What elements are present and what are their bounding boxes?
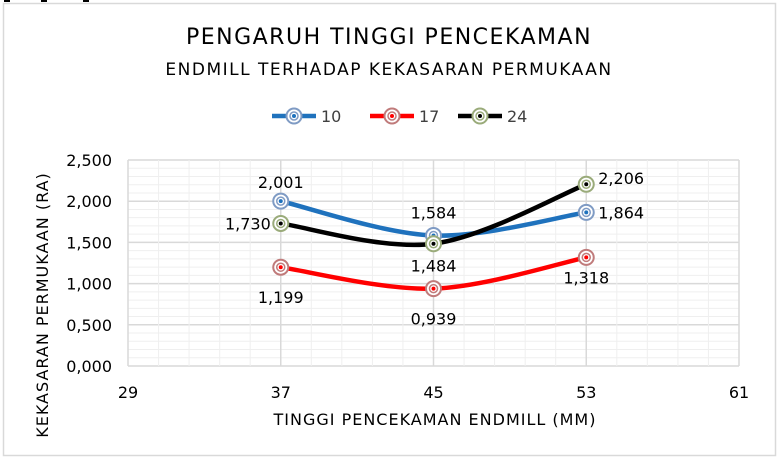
x-tick-label: 29 [118, 383, 138, 402]
series-24 [272, 175, 595, 253]
chart-title: PENGARUH TINGGI PENCEKAMAN [186, 25, 592, 50]
artifact-mark [4, 0, 10, 2]
x-axis-ticks: 29 37 45 53 61 [118, 383, 749, 402]
y-axis-ticks: 0,000 0,500 1,000 1,500 2,000 2,500 [66, 151, 112, 376]
y-axis-title: KEKASARAN PERMUKAAN (RA) [33, 172, 52, 438]
data-labels: 2,001 1,584 1,864 1,199 0,939 1,318 1,730 1,484… [225, 169, 644, 328]
x-tick-label: 37 [271, 383, 291, 402]
data-label: 1,730 [225, 214, 271, 233]
data-point-marker [425, 280, 442, 298]
data-label: 1,584 [411, 203, 457, 222]
legend: 10 17 24 [272, 107, 527, 126]
data-label: 1,484 [411, 257, 457, 276]
legend-label: 24 [507, 107, 527, 126]
y-tick-label: 1,500 [66, 233, 112, 252]
legend-label: 17 [419, 107, 439, 126]
data-point-marker [471, 107, 489, 125]
data-label: 2,206 [598, 169, 644, 188]
legend-item-10: 10 [272, 107, 341, 126]
chart-subtitle: ENDMILL TERHADAP KEKASARAN PERMUKAAN [165, 60, 612, 80]
x-axis-title: TINGGI PENCEKAMAN ENDMILL (MM) [273, 410, 597, 429]
data-label: 1,864 [598, 203, 644, 222]
data-point-marker [383, 107, 401, 125]
x-tick-label: 61 [729, 383, 749, 402]
legend-item-17: 17 [370, 107, 439, 126]
data-point-marker [577, 248, 595, 266]
x-tick-label: 53 [576, 383, 596, 402]
artifact-mark [83, 0, 89, 2]
data-point-marker [285, 107, 303, 125]
artifact-mark [41, 0, 47, 2]
data-label: 1,199 [258, 288, 304, 307]
series-17 [272, 248, 595, 298]
data-point-marker [272, 214, 290, 232]
data-point-marker [577, 175, 595, 193]
y-tick-label: 1,000 [66, 275, 112, 294]
legend-item-24: 24 [458, 107, 527, 126]
y-tick-label: 0,000 [66, 357, 112, 376]
data-label: 2,001 [258, 173, 304, 192]
data-label: 0,939 [411, 310, 457, 329]
y-tick-label: 0,500 [66, 316, 112, 335]
legend-label: 10 [321, 107, 341, 126]
data-point-marker [425, 235, 442, 253]
series-lines [272, 175, 595, 298]
y-tick-label: 2,500 [66, 151, 112, 170]
data-point-marker [577, 203, 595, 221]
y-tick-label: 2,000 [66, 192, 112, 211]
data-point-marker [272, 258, 290, 276]
data-point-marker [272, 192, 290, 210]
x-tick-label: 45 [423, 383, 443, 402]
data-label: 1,318 [563, 268, 609, 287]
